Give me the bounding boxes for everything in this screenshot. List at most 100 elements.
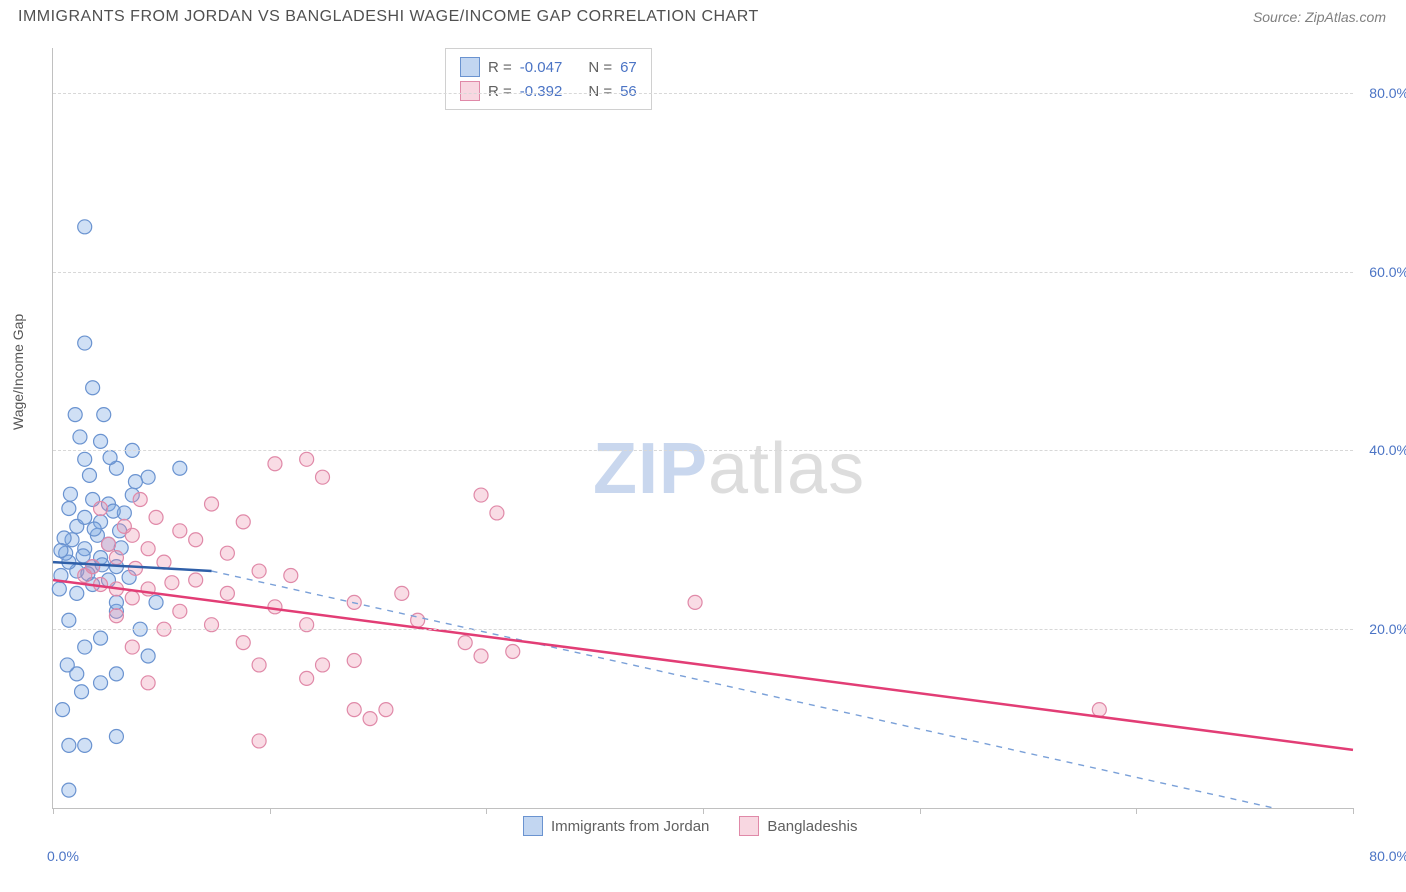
scatter-point [62,613,76,627]
scatter-point [109,551,123,565]
scatter-point [133,493,147,507]
scatter-point [78,336,92,350]
scatter-point [101,537,115,551]
chart-header: IMMIGRANTS FROM JORDAN VS BANGLADESHI WA… [0,0,1406,30]
scatter-point [52,582,66,596]
scatter-point [78,738,92,752]
scatter-point [395,586,409,600]
scatter-point [189,573,203,587]
series-swatch-blue [523,816,543,836]
scatter-point [236,515,250,529]
x-origin-label: 0.0% [47,848,79,864]
scatter-point [94,434,108,448]
scatter-point [70,586,84,600]
x-tick-mark [1353,808,1354,814]
x-tick-mark [53,808,54,814]
scatter-point [128,561,142,575]
scatter-point [125,640,139,654]
scatter-point [68,408,82,422]
series-legend-item-pink: Bangladeshis [739,816,857,836]
scatter-point [149,595,163,609]
scatter-point [62,783,76,797]
scatter-point [128,475,142,489]
scatter-point [60,658,74,672]
scatter-point [57,531,71,545]
gridline-h [53,93,1353,94]
scatter-point [97,408,111,422]
scatter-point [94,631,108,645]
scatter-point [189,533,203,547]
scatter-point [300,671,314,685]
y-axis-label: Wage/Income Gap [10,314,26,430]
scatter-point [300,452,314,466]
y-tick-label: 20.0% [1359,621,1406,637]
scatter-point [63,487,77,501]
scatter-point [220,586,234,600]
scatter-point [141,649,155,663]
scatter-point [54,543,68,557]
scatter-point [379,703,393,717]
scatter-point [363,712,377,726]
scatter-point [347,703,361,717]
series-label-blue: Immigrants from Jordan [551,818,709,835]
scatter-point [490,506,504,520]
scatter-point [220,546,234,560]
scatter-point [62,501,76,515]
x-tick-mark [920,808,921,814]
scatter-point [125,591,139,605]
scatter-point [1092,703,1106,717]
x-tick-mark [1136,808,1137,814]
scatter-point [316,470,330,484]
scatter-point [109,595,123,609]
series-legend-item-blue: Immigrants from Jordan [523,816,709,836]
scatter-point [316,658,330,672]
x-tick-mark [270,808,271,814]
scatter-point [458,636,472,650]
scatter-point [688,595,702,609]
x-tick-mark [703,808,704,814]
scatter-point [87,522,101,536]
scatter-point [117,519,131,533]
scatter-point [82,468,96,482]
scatter-point [78,220,92,234]
scatter-point [94,676,108,690]
scatter-point [109,609,123,623]
gridline-h [53,450,1353,451]
scatter-point [78,510,92,524]
scatter-point [103,451,117,465]
scatter-point [149,510,163,524]
x-tick-mark [486,808,487,814]
scatter-point [94,501,108,515]
scatter-point [165,576,179,590]
series-label-pink: Bangladeshis [767,818,857,835]
scatter-point [62,738,76,752]
y-tick-label: 40.0% [1359,442,1406,458]
scatter-point [173,604,187,618]
series-legend: Immigrants from Jordan Bangladeshis [523,816,857,836]
scatter-point [78,640,92,654]
scatter-point [73,430,87,444]
scatter-point [141,470,155,484]
scatter-point [106,504,120,518]
scatter-point [252,564,266,578]
y-tick-label: 60.0% [1359,264,1406,280]
series-swatch-pink [739,816,759,836]
trend-line [53,580,1353,750]
scatter-point [347,653,361,667]
scatter-point [474,649,488,663]
scatter-point [236,636,250,650]
chart-source: Source: ZipAtlas.com [1253,9,1386,25]
scatter-point [474,488,488,502]
chart-title: IMMIGRANTS FROM JORDAN VS BANGLADESHI WA… [18,8,759,26]
scatter-point [109,667,123,681]
scatter-point [75,685,89,699]
trend-line [212,571,1274,808]
chart-plot-area: ZIPatlas R = -0.047 N = 67 R = -0.392 N … [52,48,1353,809]
scatter-svg [53,48,1353,808]
scatter-point [86,381,100,395]
x-max-label: 80.0% [1369,848,1406,864]
scatter-point [268,457,282,471]
scatter-point [268,600,282,614]
scatter-point [141,676,155,690]
scatter-point [173,524,187,538]
